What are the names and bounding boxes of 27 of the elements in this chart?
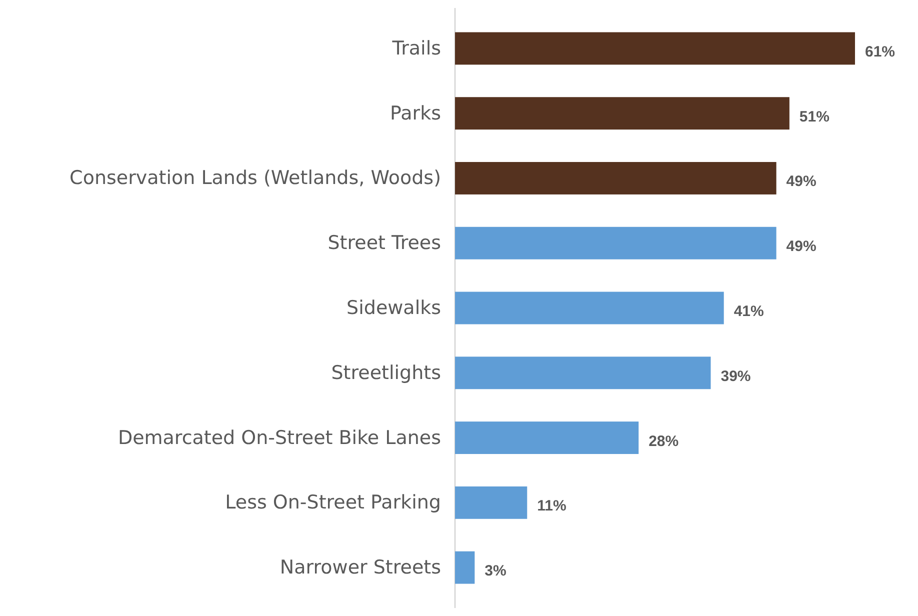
y-tick-label: Streetlights	[331, 362, 441, 384]
y-tick-label: Street Trees	[328, 232, 441, 254]
y-tick-label: Conservation Lands (Wetlands, Woods)	[70, 167, 441, 190]
y-tick-label: Less On-Street Parking	[225, 492, 441, 514]
y-tick-label: Parks	[390, 102, 441, 124]
y-tick-label: Sidewalks	[346, 297, 441, 319]
bar	[455, 32, 855, 65]
data-label: 49%	[786, 173, 816, 190]
data-label: 51%	[799, 108, 830, 126]
bar	[455, 486, 528, 519]
bar	[455, 226, 776, 260]
data-label: 41%	[734, 303, 764, 320]
data-label: 39%	[720, 368, 751, 385]
bar	[455, 292, 724, 324]
data-label: 3%	[484, 562, 506, 580]
data-label: 49%	[786, 238, 816, 256]
bar	[455, 551, 475, 584]
bar	[455, 162, 776, 194]
y-tick-label: Demarcated On-Street Bike Lanes	[118, 426, 441, 449]
y-tick-label: Trails	[391, 37, 441, 60]
data-label: 11%	[537, 498, 566, 515]
bar	[455, 356, 711, 390]
data-label: 61%	[865, 43, 896, 60]
y-tick-label: Narrower Streets	[280, 556, 441, 579]
bar	[455, 97, 790, 130]
bar	[455, 422, 639, 454]
data-label: 28%	[648, 432, 679, 450]
